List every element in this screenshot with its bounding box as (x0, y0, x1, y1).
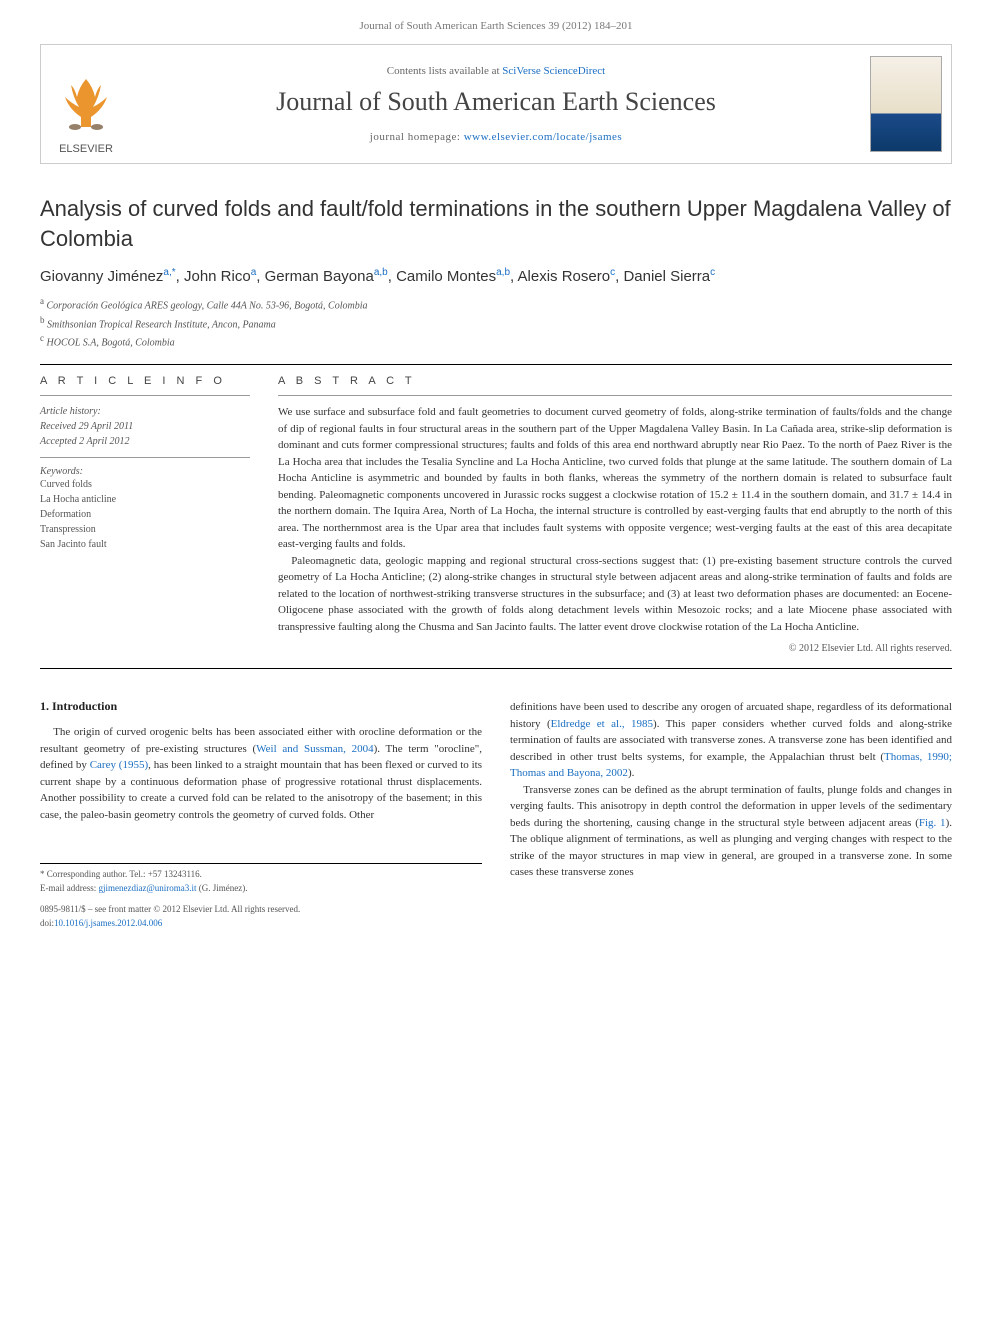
aff-text: Smithsonian Tropical Research Institute,… (47, 319, 276, 330)
keywords-list: Curved folds La Hocha anticline Deformat… (40, 477, 250, 552)
email-label: E-mail address: (40, 883, 98, 893)
article-info-column: A R T I C L E I N F O Article history: R… (40, 375, 250, 654)
body-paragraph-block: definitions have been used to describe a… (510, 699, 952, 881)
author-name: Giovanny Jiménez (40, 268, 163, 285)
affiliation: b Smithsonian Tropical Research Institut… (40, 314, 952, 332)
author-aff-marker[interactable]: a,b (496, 267, 510, 278)
author-name: John Rico (184, 268, 251, 285)
corresponding-author: * Corresponding author. Tel.: +57 132431… (40, 868, 482, 882)
doi-line: doi:10.1016/j.jsames.2012.04.006 (40, 917, 482, 931)
front-matter-line: 0895-9811/$ – see front matter © 2012 El… (40, 903, 482, 917)
author-aff-marker[interactable]: c (610, 267, 615, 278)
keyword: Transpression (40, 522, 250, 537)
sciencedirect-link[interactable]: SciVerse ScienceDirect (502, 65, 605, 77)
journal-masthead: ELSEVIER Contents lists available at Sci… (40, 44, 952, 164)
copyright-line: © 2012 Elsevier Ltd. All rights reserved… (278, 643, 952, 654)
author-list: Giovanny Jiméneza,*, John Ricoa, German … (40, 267, 952, 285)
affiliation: c HOCOL S.A, Bogotá, Colombia (40, 332, 952, 350)
author-name: Camilo Montes (396, 268, 496, 285)
abstract-heading: A B S T R A C T (278, 375, 952, 387)
email-link[interactable]: gjimenezdiaz@uniroma3.it (98, 883, 196, 893)
received-date: Received 29 April 2011 (40, 419, 250, 434)
thin-rule (40, 395, 250, 396)
body-paragraph-block: The origin of curved orogenic belts has … (40, 724, 482, 823)
citation-link[interactable]: Thomas, 1990; Thomas and Bayona, 2002 (510, 751, 952, 780)
keywords-label: Keywords: (40, 466, 250, 477)
history-label: Article history: (40, 404, 250, 419)
elsevier-tree-logo (51, 69, 121, 139)
citation-link[interactable]: Eldredge et al., 1985 (551, 718, 653, 730)
aff-sup: a (40, 296, 44, 306)
author-name: German Bayona (265, 268, 374, 285)
section-number: 1. (40, 699, 49, 713)
masthead-center: Contents lists available at SciVerse Sci… (131, 45, 861, 163)
doi-label: doi: (40, 918, 54, 928)
thin-rule (40, 457, 250, 458)
aff-sup: b (40, 315, 45, 325)
section-rule (40, 668, 952, 669)
journal-cover-block (861, 45, 951, 163)
aff-text: Corporación Geológica ARES geology, Call… (47, 301, 368, 312)
journal-citation-line: Journal of South American Earth Sciences… (40, 20, 952, 32)
body-left-column: 1. Introduction The origin of curved oro… (40, 699, 482, 930)
email-suffix: (G. Jiménez). (197, 883, 248, 893)
abstract-column: A B S T R A C T We use surface and subsu… (278, 375, 952, 654)
keyword: Curved folds (40, 477, 250, 492)
abstract-paragraph: We use surface and subsurface fold and f… (278, 404, 952, 553)
section-title: Introduction (52, 699, 117, 713)
info-abstract-row: A R T I C L E I N F O Article history: R… (40, 375, 952, 654)
keyword: La Hocha anticline (40, 492, 250, 507)
doi-link[interactable]: 10.1016/j.jsames.2012.04.006 (54, 918, 162, 928)
author-aff-marker[interactable]: a (251, 267, 257, 278)
homepage-prefix: journal homepage: (370, 131, 464, 143)
body-paragraph: definitions have been used to describe a… (510, 699, 952, 782)
author-aff-marker[interactable]: a,* (163, 267, 175, 278)
body-paragraph: Transverse zones can be defined as the a… (510, 782, 952, 881)
email-line: E-mail address: gjimenezdiaz@uniroma3.it… (40, 882, 482, 896)
footnote-block: * Corresponding author. Tel.: +57 132431… (40, 863, 482, 930)
author-aff-marker[interactable]: a,b (374, 267, 388, 278)
affiliation: a Corporación Geológica ARES geology, Ca… (40, 295, 952, 313)
abstract-paragraph: Paleomagnetic data, geologic mapping and… (278, 553, 952, 636)
section-heading: 1. Introduction (40, 699, 482, 714)
body-two-column: 1. Introduction The origin of curved oro… (40, 699, 952, 930)
journal-homepage-line: journal homepage: www.elsevier.com/locat… (370, 131, 622, 143)
body-paragraph: The origin of curved orogenic belts has … (40, 724, 482, 823)
contents-prefix: Contents lists available at (387, 65, 502, 77)
article-history: Article history: Received 29 April 2011 … (40, 404, 250, 449)
author-aff-marker[interactable]: c (710, 267, 715, 278)
publisher-name: ELSEVIER (59, 143, 113, 155)
thin-rule (278, 395, 952, 396)
aff-text: HOCOL S.A, Bogotá, Colombia (47, 337, 175, 348)
contents-available-line: Contents lists available at SciVerse Sci… (387, 65, 605, 77)
citation-link[interactable]: Weil and Sussman, 2004 (256, 743, 373, 755)
author-name: Daniel Sierra (623, 268, 710, 285)
accepted-date: Accepted 2 April 2012 (40, 434, 250, 449)
publisher-block: ELSEVIER (41, 45, 131, 163)
figure-link[interactable]: Fig. 1 (919, 817, 946, 829)
body-right-column: definitions have been used to describe a… (510, 699, 952, 930)
keyword: Deformation (40, 507, 250, 522)
citation-link[interactable]: Carey (1955) (90, 759, 148, 771)
journal-cover-thumbnail (870, 56, 942, 152)
author-name: Alexis Rosero (518, 268, 611, 285)
homepage-link[interactable]: www.elsevier.com/locate/jsames (464, 131, 622, 143)
section-rule (40, 364, 952, 365)
aff-sup: c (40, 333, 44, 343)
affiliation-list: a Corporación Geológica ARES geology, Ca… (40, 295, 952, 350)
article-info-heading: A R T I C L E I N F O (40, 375, 250, 387)
journal-title: Journal of South American Earth Sciences (276, 87, 716, 117)
article-title: Analysis of curved folds and fault/fold … (40, 194, 952, 253)
abstract-text: We use surface and subsurface fold and f… (278, 404, 952, 635)
keyword: San Jacinto fault (40, 537, 250, 552)
